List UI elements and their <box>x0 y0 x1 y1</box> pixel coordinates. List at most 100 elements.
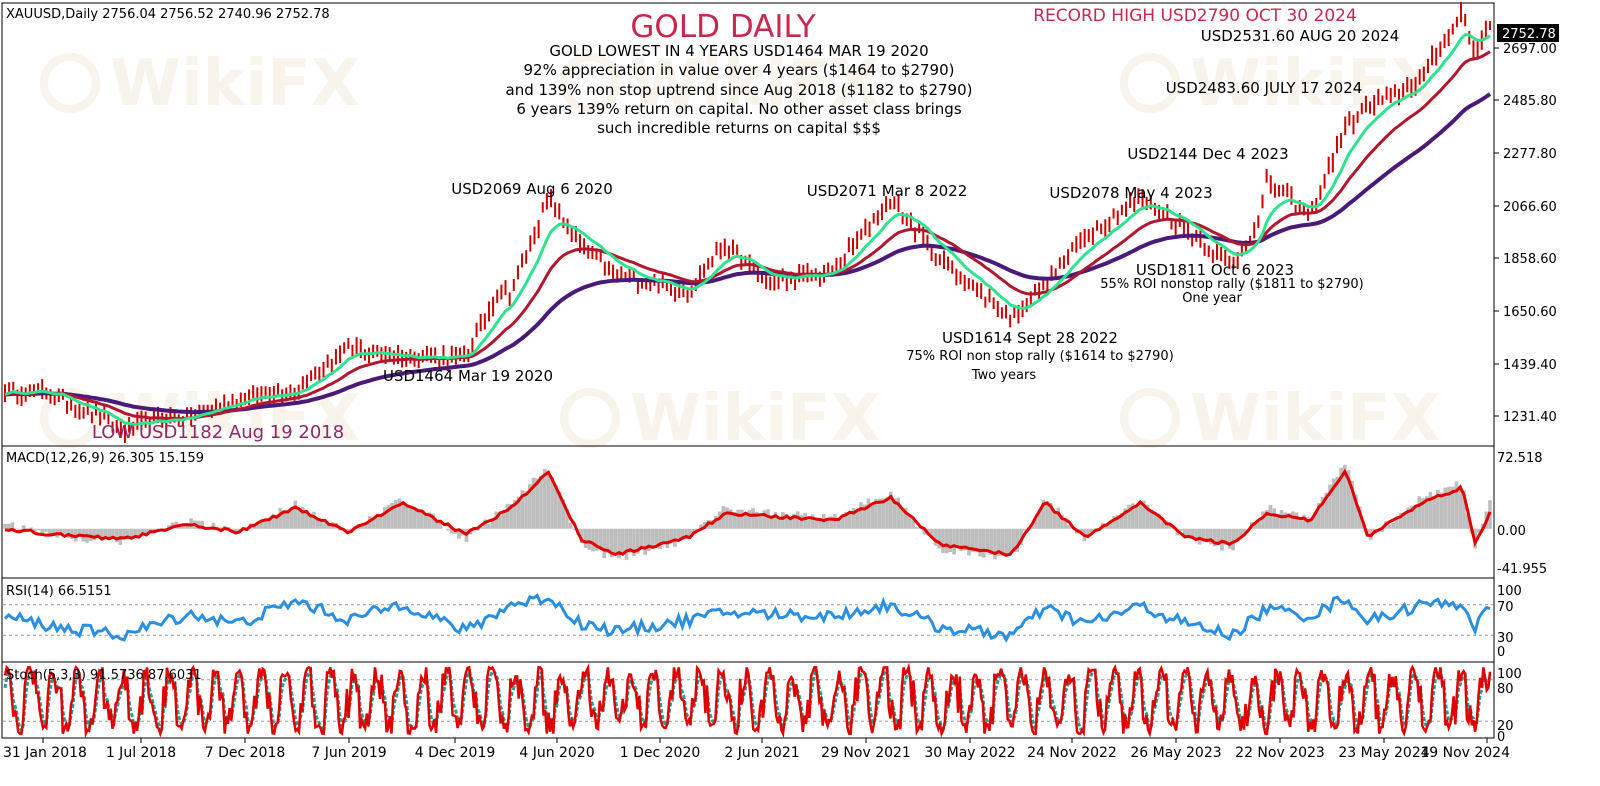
stoch-tick-label: 80 <box>1497 682 1514 697</box>
macd-bar <box>584 529 588 548</box>
macd-bar <box>547 471 551 529</box>
macd-title: MACD(12,26,9) 26.305 15.159 <box>6 451 204 466</box>
macd-bar <box>29 527 33 528</box>
price-tick-label: 2277.80 <box>1503 147 1557 162</box>
x-tick-label: 26 May 2023 <box>1130 745 1221 761</box>
x-tick-label: 23 May 2024 <box>1338 745 1429 761</box>
price-tick-label: 2066.60 <box>1503 200 1557 215</box>
macd-bar <box>37 529 41 530</box>
macd-bar <box>1280 510 1284 529</box>
macd-bar <box>383 507 387 529</box>
x-tick-label: 19 Nov 2024 <box>1420 745 1510 761</box>
macd-bar <box>446 529 450 531</box>
price-tick-label: 2697.00 <box>1503 42 1557 57</box>
watermark-logo <box>564 392 616 444</box>
macd-bar <box>859 502 863 529</box>
description-line: 92% appreciation in value over 4 years (… <box>523 61 954 79</box>
macd-tick-label: 72.518 <box>1497 451 1543 466</box>
macd-bar <box>621 529 625 554</box>
macd-bar <box>1231 529 1235 551</box>
rsi-tick-label: 0 <box>1497 645 1505 660</box>
macd-tick-label: -41.955 <box>1497 562 1547 577</box>
macd-bar <box>18 529 22 530</box>
price-annotation: 55% ROI nonstop rally ($1811 to $2790) <box>1100 277 1363 292</box>
watermark-text: WikiFX <box>1190 382 1440 456</box>
macd-bar <box>1440 493 1444 529</box>
macd-bar <box>420 512 424 528</box>
macd-bar <box>602 529 606 558</box>
macd-bar <box>22 525 26 528</box>
macd-bar <box>640 529 644 549</box>
description-line: 6 years 139% return on capital. No other… <box>516 100 961 118</box>
description-line: and 139% non stop uptrend since Aug 2018… <box>506 81 973 99</box>
macd-bar <box>666 529 670 548</box>
macd-bar <box>803 513 807 529</box>
price-annotation: USD2069 Aug 6 2020 <box>451 180 613 198</box>
macd-bar <box>870 504 874 529</box>
macd-bar <box>751 508 755 529</box>
macd-bar <box>1295 513 1299 529</box>
macd-bar <box>725 507 729 528</box>
price-annotation: Two years <box>971 368 1037 383</box>
x-tick-label: 31 Jan 2018 <box>3 745 87 761</box>
macd-bar <box>766 509 770 529</box>
macd-bar <box>107 529 111 538</box>
macd-bar <box>435 522 439 528</box>
macd-bar <box>908 516 912 529</box>
macd-bar <box>1269 505 1273 529</box>
macd-bar <box>591 529 595 552</box>
rsi-panel <box>3 596 1493 640</box>
macd-bar <box>669 529 673 541</box>
record-high-label: RECORD HIGH USD2790 OCT 30 2024 <box>1033 6 1357 26</box>
macd-bar <box>744 514 748 529</box>
macd-bar <box>294 501 298 529</box>
macd-bar <box>967 529 971 556</box>
price-annotation: 75% ROI non stop rally ($1614 to $2790) <box>906 349 1174 364</box>
price-annotation: USD2078 May 4 2023 <box>1049 184 1212 202</box>
price-annotation: USD2071 Mar 8 2022 <box>807 182 968 200</box>
macd-bar <box>1417 496 1421 528</box>
price-tick-label: 1231.40 <box>1503 410 1557 425</box>
symbol-line: XAUUSD,Daily 2756.04 2756.52 2740.96 275… <box>6 7 330 22</box>
stoch-tick-label: 100 <box>1497 667 1522 682</box>
rsi-title: RSI(14) 66.5151 <box>6 584 112 599</box>
macd-bar <box>952 529 956 555</box>
stoch-title: Stoch(5,3,3) 91.5736 87.6031 <box>6 668 202 683</box>
x-tick-label: 1 Jul 2018 <box>106 745 176 761</box>
price-annotation: LOW USD1182 Aug 19 2018 <box>92 422 344 443</box>
price-tick-label: 2485.80 <box>1503 94 1557 109</box>
macd-bar <box>1298 520 1302 529</box>
macd-bar <box>855 511 859 528</box>
x-tick-label: 22 Nov 2023 <box>1235 745 1325 761</box>
price-annotation: USD2144 Dec 4 2023 <box>1127 145 1288 163</box>
macd-bar <box>379 516 383 529</box>
rsi-tick-label: 100 <box>1497 584 1522 599</box>
macd-bar <box>811 514 815 528</box>
price-tick-label: 1439.40 <box>1503 358 1557 373</box>
watermark-text: WikiFX <box>110 47 360 121</box>
macd-bar <box>487 524 491 529</box>
macd-bar <box>945 529 949 554</box>
macd-bar <box>1388 525 1392 529</box>
price-annotation: USD1614 Sept 28 2022 <box>942 329 1118 347</box>
macd-histogram <box>3 465 1492 560</box>
macd-bar <box>413 509 417 529</box>
macd-bar <box>625 529 629 560</box>
price-annotation: USD1464 Mar 19 2020 <box>383 367 553 385</box>
x-tick-label: 7 Dec 2018 <box>205 745 286 761</box>
macd-bar <box>673 529 677 547</box>
macd-bar <box>807 520 811 529</box>
price-tick-label: 1650.60 <box>1503 305 1557 320</box>
macd-bar <box>1272 508 1276 528</box>
macd-bar <box>539 476 543 529</box>
macd-bar <box>949 529 953 552</box>
watermark-logo <box>44 57 96 109</box>
macd-bar <box>833 514 837 529</box>
macd-bar <box>915 527 919 529</box>
price-tick-label: 1858.60 <box>1503 252 1557 267</box>
description-line: GOLD LOWEST IN 4 YEARS USD1464 MAR 19 20… <box>549 42 928 60</box>
macd-bar <box>588 529 592 550</box>
stoch-tick-label: 0 <box>1497 730 1505 745</box>
